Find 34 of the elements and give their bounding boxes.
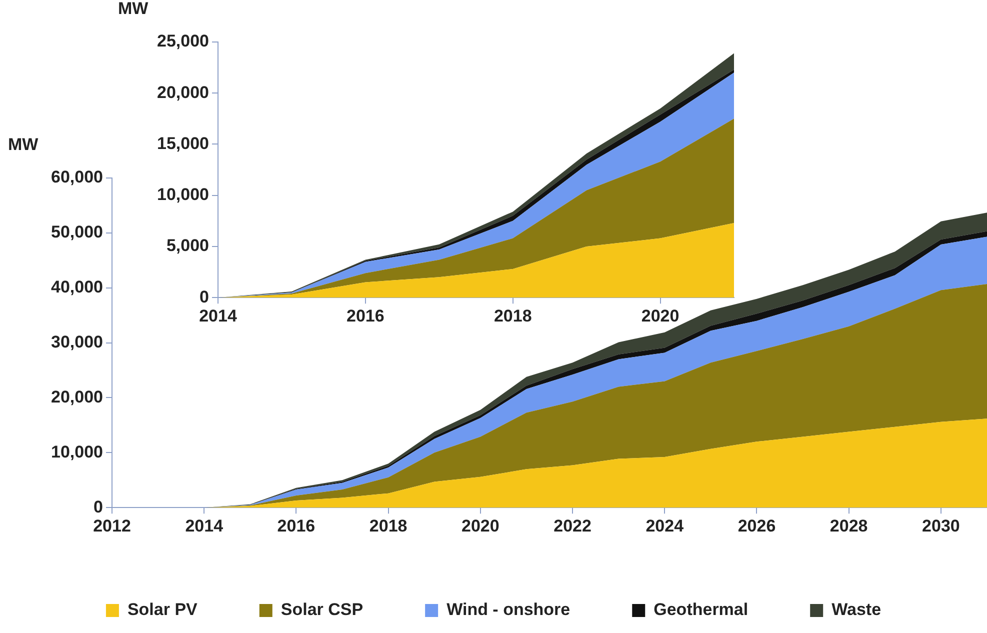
legend-label: Waste	[832, 600, 882, 620]
legend-label: Wind - onshore	[446, 600, 570, 620]
x-tick-label: 2026	[738, 516, 776, 536]
x-tick-label: 2016	[277, 516, 316, 536]
y-tick-label: 30,000	[51, 332, 103, 352]
x-tick-label: 2016	[346, 306, 384, 326]
x-tick-label: 2028	[830, 516, 868, 536]
x-tick-label: 2020	[641, 306, 680, 326]
y-tick-label: 15,000	[157, 134, 209, 153]
y-tick-label: 0	[94, 497, 103, 516]
y-tick-label: 40,000	[51, 278, 103, 297]
x-tick-label: 2030	[922, 516, 960, 536]
x-tick-label: 2022	[554, 516, 592, 536]
x-tick-label: 2018	[494, 306, 532, 326]
y-tick-label: 50,000	[51, 222, 103, 242]
y-tick-label: 5,000	[166, 236, 209, 256]
x-tick-label: 2014	[185, 516, 224, 536]
x-tick-label: 2014	[199, 306, 238, 326]
y-tick-label: 10,000	[51, 442, 103, 462]
y-tick-label: 60,000	[51, 168, 103, 187]
legend-label: Solar PV	[127, 600, 198, 620]
x-tick-label: 2018	[369, 516, 408, 536]
x-tick-label: 2012	[93, 516, 131, 536]
legend-label: Solar CSP	[280, 600, 364, 620]
y-tick-label: 25,000	[157, 32, 209, 51]
x-tick-label: 2020	[462, 516, 500, 536]
y-tick-label: 20,000	[157, 82, 209, 102]
legend-label: Geothermal	[654, 600, 748, 620]
y-axis-title: MW	[118, 0, 150, 18]
x-tick-label: 2024	[646, 516, 684, 536]
y-axis-title: MW	[8, 135, 40, 154]
y-tick-label: 20,000	[51, 387, 103, 406]
y-tick-label: 0	[200, 287, 209, 306]
y-tick-label: 10,000	[157, 185, 209, 204]
